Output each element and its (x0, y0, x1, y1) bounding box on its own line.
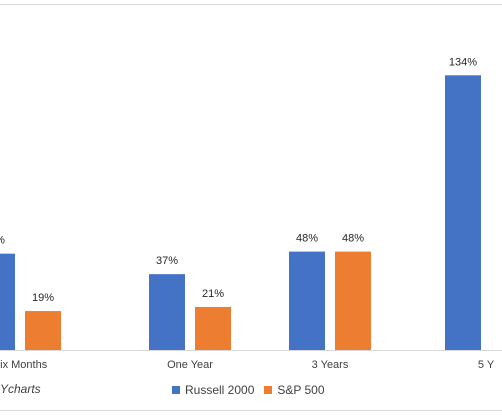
bar-russell-2000-six-months (0, 253, 15, 350)
plot-area: Six Months One Year 3 Years 5 Y 7% 37% 48% 134%… (0, 56, 495, 371)
x-tick-label-one-year: One Year (167, 359, 213, 371)
bar-s-p-500-3-years (335, 251, 371, 350)
data-label-russell-2000-one-year: 37% (156, 255, 178, 267)
bar-russell-2000-5-y (445, 75, 481, 351)
source-label: Ycharts (0, 382, 41, 396)
bar-s-p-500-one-year (195, 306, 231, 350)
legend: Russell 2000 S&P 500 (172, 383, 335, 397)
data-label-russell-2000-3-years: 48% (296, 233, 318, 245)
x-tick-label-5-y: 5 Y (478, 359, 495, 371)
legend-label-russell-2000: Russell 2000 (185, 383, 255, 397)
data-label-s-p-500-six-months: 19% (32, 292, 54, 304)
bar-russell-2000-3-years (289, 251, 325, 350)
legend-swatch-russell-2000 (172, 386, 180, 394)
x-tick-label-3-years: 3 Years (312, 359, 349, 371)
x-tick-label-six-months: Six Months (0, 359, 48, 371)
data-label-russell-2000-5-y: 134% (449, 56, 477, 68)
legend-item-russell-2000: Russell 2000 (172, 383, 254, 397)
data-label-russell-2000-six-months: 7% (0, 235, 5, 247)
bar-russell-2000-one-year (149, 274, 185, 350)
data-label-s-p-500-one-year: 21% (202, 288, 224, 300)
bar-s-p-500-six-months (25, 311, 61, 350)
legend-item-sp-500: S&P 500 (264, 383, 325, 397)
legend-label-sp-500: S&P 500 (277, 383, 325, 397)
legend-swatch-sp-500 (264, 386, 273, 394)
data-label-s-p-500-3-years: 48% (342, 233, 364, 245)
